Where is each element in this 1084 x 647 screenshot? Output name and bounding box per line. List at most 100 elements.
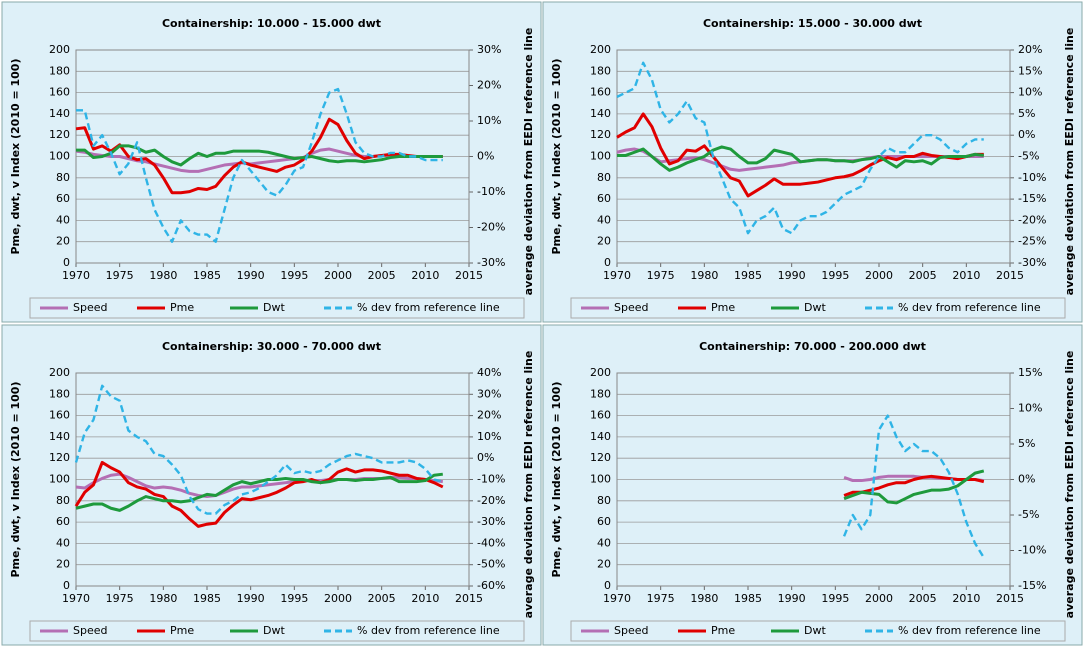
x-tick-label: 1990 (237, 592, 265, 605)
legend-box (29, 620, 525, 642)
y2-tick-label: -30% (477, 256, 505, 269)
y-tick-label: 40 (597, 213, 611, 226)
x-tick-label: 1970 (62, 592, 90, 605)
y2-tick-label: 20% (1018, 43, 1042, 56)
y-tick-label: 160 (590, 86, 611, 99)
y2-tick-label: -15% (1018, 579, 1046, 592)
y2-tick-label: 10% (477, 430, 501, 443)
y2-tick-label: 0% (1018, 128, 1035, 141)
y2-tick-label: -10% (477, 473, 505, 486)
legend-label: Dwt (804, 624, 826, 637)
y-tick-label: 60 (597, 192, 611, 205)
x-tick-label: 2010 (952, 269, 980, 282)
x-tick-label: 1990 (778, 269, 806, 282)
y-axis-title: Pme, dwt, v Index (2010 = 100) (9, 59, 22, 255)
y-tick-label: 180 (590, 387, 611, 400)
x-tick-label: 1975 (647, 269, 675, 282)
legend-label: Speed (614, 624, 648, 637)
x-tick-label: 1995 (280, 592, 308, 605)
series-line (842, 414, 985, 559)
y2-tick-label: 0% (477, 150, 494, 163)
y-tick-label: 200 (49, 43, 70, 56)
y2-tick-label: -10% (477, 185, 505, 198)
legend-label: % dev from reference line (357, 301, 500, 314)
y-tick-label: 160 (49, 409, 70, 422)
panel-background (542, 324, 1083, 646)
y2-tick-label: 10% (1018, 402, 1042, 415)
x-tick-label: 2015 (996, 269, 1024, 282)
legend-box (29, 297, 525, 319)
x-tick-label: 2005 (909, 592, 937, 605)
y2-tick-label: -60% (477, 579, 505, 592)
x-tick-label: 2000 (865, 592, 893, 605)
y2-tick-label: -20% (477, 221, 505, 234)
y-tick-label: 100 (590, 473, 611, 486)
plot-frame (75, 49, 470, 264)
x-tick-label: 1980 (149, 592, 177, 605)
legend-label: Speed (73, 624, 107, 637)
y2-tick-label: 30% (477, 43, 501, 56)
y-tick-label: 180 (49, 387, 70, 400)
y2-axis-title: average deviation from EEDI reference li… (522, 351, 535, 619)
x-tick-label: 2000 (324, 269, 352, 282)
y2-axis-title: average deviation from EEDI reference li… (1063, 351, 1076, 619)
legend-label: % dev from reference line (898, 624, 1041, 637)
y-tick-label: 80 (56, 171, 70, 184)
legend-label: % dev from reference line (898, 301, 1041, 314)
series-line (76, 144, 443, 167)
y-tick-label: 20 (56, 235, 70, 248)
x-tick-label: 1980 (690, 269, 718, 282)
y2-tick-label: -5% (1018, 150, 1039, 163)
legend-label: Pme (170, 301, 194, 314)
x-tick-label: 1980 (149, 269, 177, 282)
y-tick-label: 160 (49, 86, 70, 99)
y-tick-label: 80 (597, 494, 611, 507)
x-tick-label: 2005 (909, 269, 937, 282)
x-tick-label: 2005 (368, 592, 396, 605)
y2-tick-label: -30% (1018, 256, 1046, 269)
x-tick-label: 2015 (455, 592, 483, 605)
chart-panel: Containership: 10.000 - 15.000 dwt 0 20 40 6… (1, 1, 542, 323)
y-tick-label: 200 (590, 43, 611, 56)
y2-tick-label: -10% (1018, 171, 1046, 184)
y-tick-label: 0 (604, 256, 611, 269)
y2-tick-label: -25% (1018, 235, 1046, 248)
y2-tick-label: 10% (1018, 86, 1042, 99)
series-line (74, 384, 444, 515)
y-axis-title: Pme, dwt, v Index (2010 = 100) (550, 59, 563, 255)
series-line (616, 112, 984, 198)
y2-tick-label: 0% (477, 451, 494, 464)
y-tick-label: 200 (590, 366, 611, 379)
series-line (617, 145, 984, 172)
y-tick-label: 100 (49, 473, 70, 486)
y-tick-label: 160 (590, 409, 611, 422)
legend-label: Speed (73, 301, 107, 314)
y2-tick-label: -50% (477, 558, 505, 571)
series-line (843, 474, 985, 497)
series-line (74, 460, 444, 528)
y-axis-title: Pme, dwt, v Index (2010 = 100) (9, 382, 22, 578)
y-tick-label: 180 (590, 64, 611, 77)
y2-tick-label: -20% (477, 494, 505, 507)
y-tick-label: 20 (597, 558, 611, 571)
legend-label: Dwt (804, 301, 826, 314)
x-tick-label: 1975 (647, 592, 675, 605)
x-tick-label: 1975 (106, 269, 134, 282)
legend-label: Pme (711, 624, 735, 637)
x-tick-label: 1990 (237, 269, 265, 282)
x-tick-label: 1995 (821, 592, 849, 605)
y2-tick-label: 40% (477, 366, 501, 379)
y-tick-label: 40 (56, 213, 70, 226)
x-tick-label: 2010 (411, 269, 439, 282)
y-axis-title: Pme, dwt, v Index (2010 = 100) (550, 382, 563, 578)
x-tick-label: 2015 (455, 269, 483, 282)
y-tick-label: 0 (604, 579, 611, 592)
y2-tick-label: 20% (477, 79, 501, 92)
x-tick-label: 1970 (603, 269, 631, 282)
x-tick-label: 1970 (62, 269, 90, 282)
legend-box (570, 297, 1066, 319)
y-tick-label: 0 (63, 256, 70, 269)
y-tick-label: 140 (49, 430, 70, 443)
y2-tick-label: 10% (477, 114, 501, 127)
